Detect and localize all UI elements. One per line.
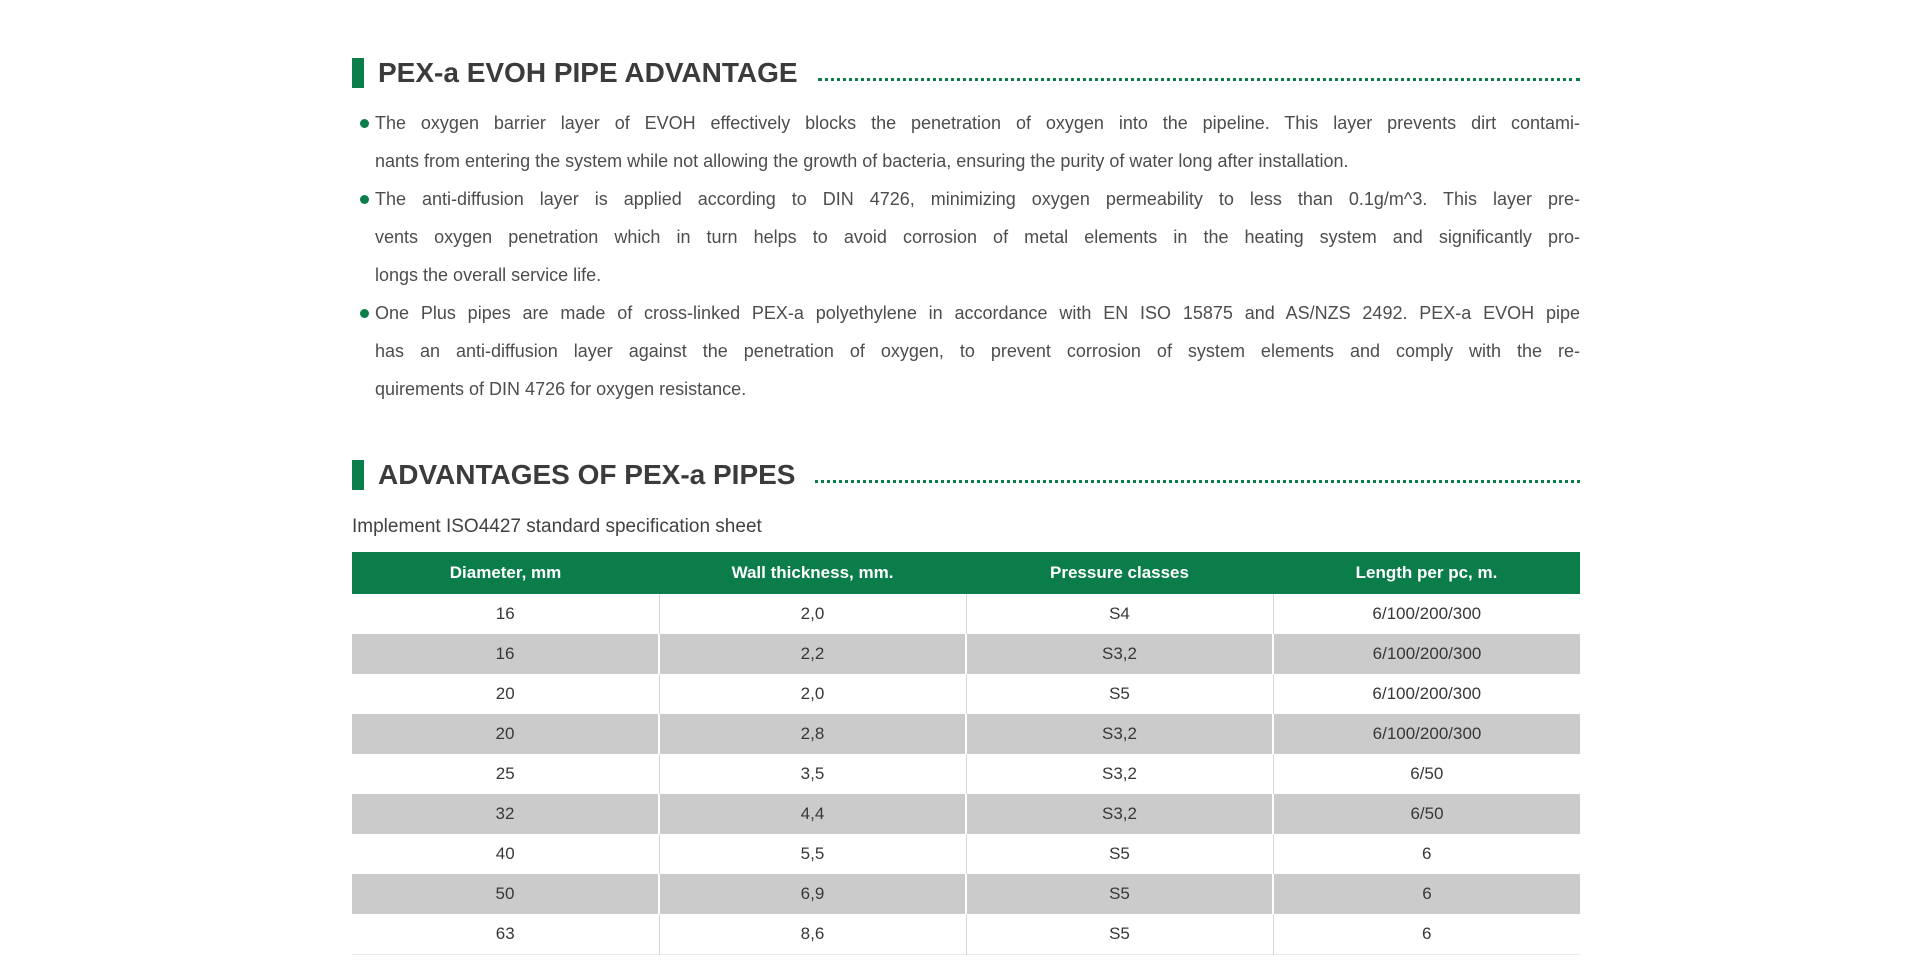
- table-caption: Implement ISO4427 standard specification…: [352, 516, 762, 537]
- table-cell: S3,2: [966, 714, 1274, 754]
- table-cell: 50: [352, 874, 660, 914]
- table-cell: 16: [352, 634, 660, 674]
- table-cell: 6: [1422, 844, 1432, 863]
- table-cell: S3,2: [966, 754, 1274, 794]
- page-content: PEX-a EVOH PIPE ADVANTAGE The oxygen bar…: [352, 56, 1580, 955]
- table-cell: 2,8: [659, 714, 967, 754]
- table-cell: 6,9: [659, 874, 967, 914]
- table-cell: S3,2: [966, 634, 1274, 674]
- table-cell: 25: [352, 754, 660, 794]
- table-cell: 8,6: [659, 914, 967, 955]
- table-row: 20 2,0 S5 6/100/200/300: [352, 674, 1580, 714]
- table-row: 63 8,6 S5 6: [352, 914, 1580, 955]
- table-header-row: Diameter, mm Wall thickness, mm. Pressure …: [352, 552, 1580, 594]
- table-row: 20 2,8 S3,2 6/100/200/300: [352, 714, 1580, 754]
- bullet-dot-icon: [360, 119, 369, 128]
- table-header-cell: Pressure classes: [966, 552, 1273, 594]
- dotted-leader-line: [815, 479, 1580, 483]
- bullet-dot-icon: [360, 195, 369, 204]
- table-cell: 16: [352, 594, 660, 634]
- table-cell: 6/100/200/300: [1372, 644, 1482, 663]
- bullet-item: The anti-diffusion layer is applied acco…: [352, 180, 1580, 294]
- bullet-text: The oxygen barrier layer of EVOH effecti…: [375, 104, 1580, 180]
- bullet-line: quirements of DIN 4726 for oxygen resist…: [375, 379, 747, 399]
- table-cell: 6/100/200/300: [1372, 724, 1482, 743]
- table-cell: 3,5: [659, 754, 967, 794]
- bullet-line: nants from entering the system while not…: [375, 151, 1349, 171]
- section2-title: ADVANTAGES OF PEX-a PIPES: [378, 459, 796, 490]
- table-cell: 20: [352, 714, 660, 754]
- table-cell: 6: [1422, 884, 1432, 903]
- table-cell: S5: [966, 834, 1274, 874]
- table-cell: 63: [352, 914, 660, 955]
- spec-table: Diameter, mm Wall thickness, mm. Pressure …: [352, 552, 1580, 955]
- bullet-line: The anti-diffusion layer is applied acco…: [375, 189, 1580, 209]
- table-header-cell: Wall thickness, mm.: [659, 552, 966, 594]
- table-cell: 2,0: [659, 594, 967, 634]
- table-cell: S5: [966, 874, 1274, 914]
- bullet-text: The anti-diffusion layer is applied acco…: [375, 180, 1580, 294]
- table-row: 40 5,5 S5 6: [352, 834, 1580, 874]
- bullet-item: The oxygen barrier layer of EVOH effecti…: [352, 104, 1580, 180]
- table-cell: 32: [352, 794, 660, 834]
- table-cell: 40: [352, 834, 660, 874]
- bullet-item: One Plus pipes are made of cross-linked …: [352, 294, 1580, 408]
- section2-header: ADVANTAGES OF PEX-a PIPES: [352, 458, 1580, 492]
- table-cell: S3,2: [966, 794, 1274, 834]
- table-cell: 5,5: [659, 834, 967, 874]
- table-row: 25 3,5 S3,2 6/50: [352, 754, 1580, 794]
- table-cell: S4: [966, 594, 1274, 634]
- table-header-cell: Length per pc, m.: [1273, 552, 1580, 594]
- bullet-dot-icon: [360, 309, 369, 318]
- green-accent-bar-icon: [352, 58, 364, 88]
- table-body: 16 2,0 S4 6/100/200/300 16 2,2 S3,2 6/100/200/3…: [352, 594, 1580, 955]
- bullet-line: vents oxygen penetration which in turn h…: [375, 227, 1580, 247]
- table-cell: 20: [352, 674, 660, 714]
- table-header-cell: Diameter, mm: [352, 552, 659, 594]
- table-cell: 2,2: [659, 634, 967, 674]
- table-row: 16 2,2 S3,2 6/100/200/300: [352, 634, 1580, 674]
- green-accent-bar-icon: [352, 460, 364, 490]
- table-row: 32 4,4 S3,2 6/50: [352, 794, 1580, 834]
- table-cell: 6/50: [1410, 804, 1444, 823]
- table-cell: 6: [1422, 924, 1432, 943]
- bullet-text: One Plus pipes are made of cross-linked …: [375, 294, 1580, 408]
- table-cell: S5: [966, 674, 1274, 714]
- dotted-leader-line: [817, 77, 1580, 81]
- table-cell: 6/100/200/300: [1372, 684, 1482, 703]
- table-row: 16 2,0 S4 6/100/200/300: [352, 594, 1580, 634]
- bullet-line: has an anti-diffusion layer against the …: [375, 341, 1580, 361]
- section1-header: PEX-a EVOH PIPE ADVANTAGE: [352, 56, 1580, 90]
- bullet-line: One Plus pipes are made of cross-linked …: [375, 303, 1580, 323]
- table-row: 50 6,9 S5 6: [352, 874, 1580, 914]
- section1-title: PEX-a EVOH PIPE ADVANTAGE: [378, 57, 798, 88]
- bullet-list: The oxygen barrier layer of EVOH effecti…: [352, 104, 1580, 408]
- table-cell: 6/100/200/300: [1372, 604, 1482, 623]
- table-cell: 6/50: [1410, 764, 1444, 783]
- table-cell: 2,0: [659, 674, 967, 714]
- bullet-line: longs the overall service life.: [375, 265, 602, 285]
- bullet-line: The oxygen barrier layer of EVOH effecti…: [375, 113, 1580, 133]
- table-cell: 4,4: [659, 794, 967, 834]
- table-cell: S5: [966, 914, 1274, 955]
